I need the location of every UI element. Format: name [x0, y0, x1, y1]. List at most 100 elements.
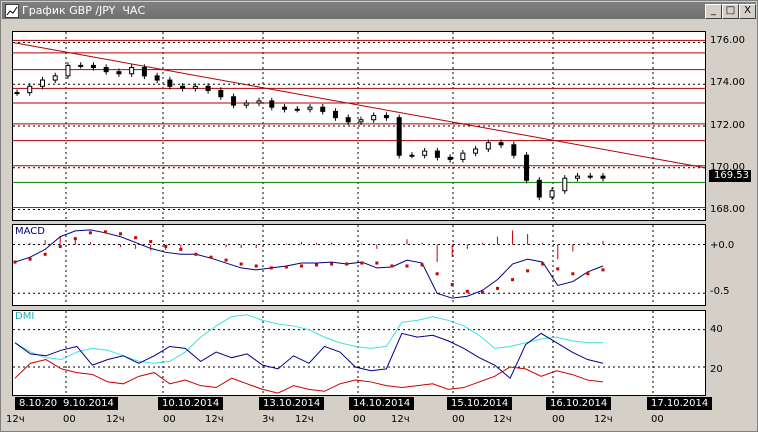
- price-ytick-label: 172.00: [710, 120, 745, 131]
- signal-point: [164, 244, 168, 248]
- candle-body: [282, 106, 288, 110]
- candle-body: [129, 67, 135, 75]
- hour-label: 00: [63, 414, 76, 425]
- signal-point: [375, 261, 379, 265]
- signal-point: [299, 264, 303, 268]
- candle-body: [332, 110, 338, 119]
- dmi-panel[interactable]: [12, 310, 706, 396]
- candle-body: [307, 106, 313, 110]
- candle-body: [396, 117, 402, 156]
- signal-point: [450, 283, 454, 287]
- candle-body: [14, 92, 20, 95]
- hour-label: 3ч: [262, 414, 275, 425]
- price-panel[interactable]: [12, 31, 706, 221]
- candle-body: [205, 85, 211, 91]
- candle-body: [460, 152, 466, 160]
- macd-ytick-label: +0.0: [710, 240, 735, 251]
- candle-body: [65, 64, 71, 77]
- hour-label: 00: [452, 414, 465, 425]
- signal-point: [103, 230, 107, 234]
- signal-point: [239, 262, 243, 266]
- signal-point: [526, 269, 530, 273]
- candle-body: [90, 64, 96, 69]
- macd-panel[interactable]: [12, 224, 706, 306]
- signal-point: [43, 252, 47, 256]
- hour-label: 12ч: [493, 414, 512, 425]
- candle-body: [27, 85, 33, 94]
- signal-point: [601, 268, 605, 272]
- candle-body: [409, 154, 415, 157]
- date-label: 14.10.2014: [349, 397, 415, 410]
- signal-point: [119, 232, 123, 236]
- plus-di-line: [14, 332, 604, 380]
- window-title: График GBP /JPY ЧАС: [22, 4, 146, 17]
- candle-body: [587, 175, 593, 178]
- candle-body: [575, 175, 581, 179]
- candle-body: [269, 100, 275, 108]
- title-bar[interactable]: График GBP /JPY ЧАС _ □ X: [2, 2, 756, 19]
- candle-body: [154, 75, 160, 81]
- signal-point: [420, 263, 424, 267]
- minus-di-line: [14, 358, 604, 394]
- candle-body: [39, 79, 45, 87]
- candle-body: [141, 67, 147, 77]
- candle-body: [371, 115, 377, 121]
- price-ytick-label: 170.00: [710, 162, 745, 173]
- candle-body: [549, 190, 555, 198]
- signal-point: [556, 267, 560, 271]
- signal-point: [360, 261, 364, 265]
- hour-label: 00: [552, 414, 565, 425]
- candle-body: [422, 150, 428, 156]
- candle-body: [180, 85, 186, 89]
- candle-body: [600, 175, 606, 179]
- dmi-label: DMI: [15, 311, 35, 322]
- candle-body: [498, 142, 504, 146]
- signal-point: [345, 262, 349, 266]
- signal-point: [179, 247, 183, 251]
- dmi-ytick-label: 20: [710, 364, 723, 375]
- candle-body: [192, 85, 198, 89]
- candle-body: [231, 96, 237, 106]
- maximize-button[interactable]: □: [722, 4, 739, 19]
- date-label: 10.10.2014: [158, 397, 224, 410]
- signal-point: [194, 252, 198, 256]
- candle-body: [167, 79, 173, 87]
- candle-body: [320, 106, 326, 112]
- signal-point: [511, 278, 515, 282]
- signal-point: [465, 289, 469, 293]
- candle-body: [485, 142, 491, 150]
- candle-body: [52, 75, 58, 81]
- dmi-chart: [13, 311, 705, 395]
- hour-label: 00: [353, 414, 366, 425]
- signal-point: [390, 264, 394, 268]
- signal-point: [13, 260, 17, 264]
- dmi-ytick-label: 40: [710, 324, 723, 335]
- date-label: 16.10.2014: [546, 397, 612, 410]
- signal-point: [495, 286, 499, 290]
- hour-label: 12ч: [295, 414, 314, 425]
- candle-body: [218, 89, 224, 98]
- close-button[interactable]: X: [739, 4, 756, 19]
- current-price-tag: 169.53: [709, 170, 751, 182]
- candle-body: [345, 117, 351, 123]
- signal-point: [209, 255, 213, 259]
- price-ytick-label: 174.00: [710, 77, 745, 88]
- adx-line: [14, 314, 603, 364]
- date-label: 8.10.20: [15, 397, 62, 410]
- signal-point: [284, 265, 288, 269]
- signal-point: [134, 236, 138, 240]
- hour-label: 12ч: [205, 414, 224, 425]
- minimize-button[interactable]: _: [705, 4, 722, 19]
- date-label: 13.10.2014: [259, 397, 325, 410]
- signal-point: [73, 237, 77, 241]
- macd-label: MACD: [15, 226, 45, 237]
- price-ytick-label: 176.00: [710, 35, 745, 46]
- price-chart: [12, 32, 706, 220]
- signal-point: [435, 272, 439, 276]
- signal-point: [541, 262, 545, 266]
- signal-point: [269, 266, 273, 270]
- signal-point: [88, 231, 92, 235]
- trend-line: [12, 41, 706, 169]
- signal-point: [224, 258, 228, 262]
